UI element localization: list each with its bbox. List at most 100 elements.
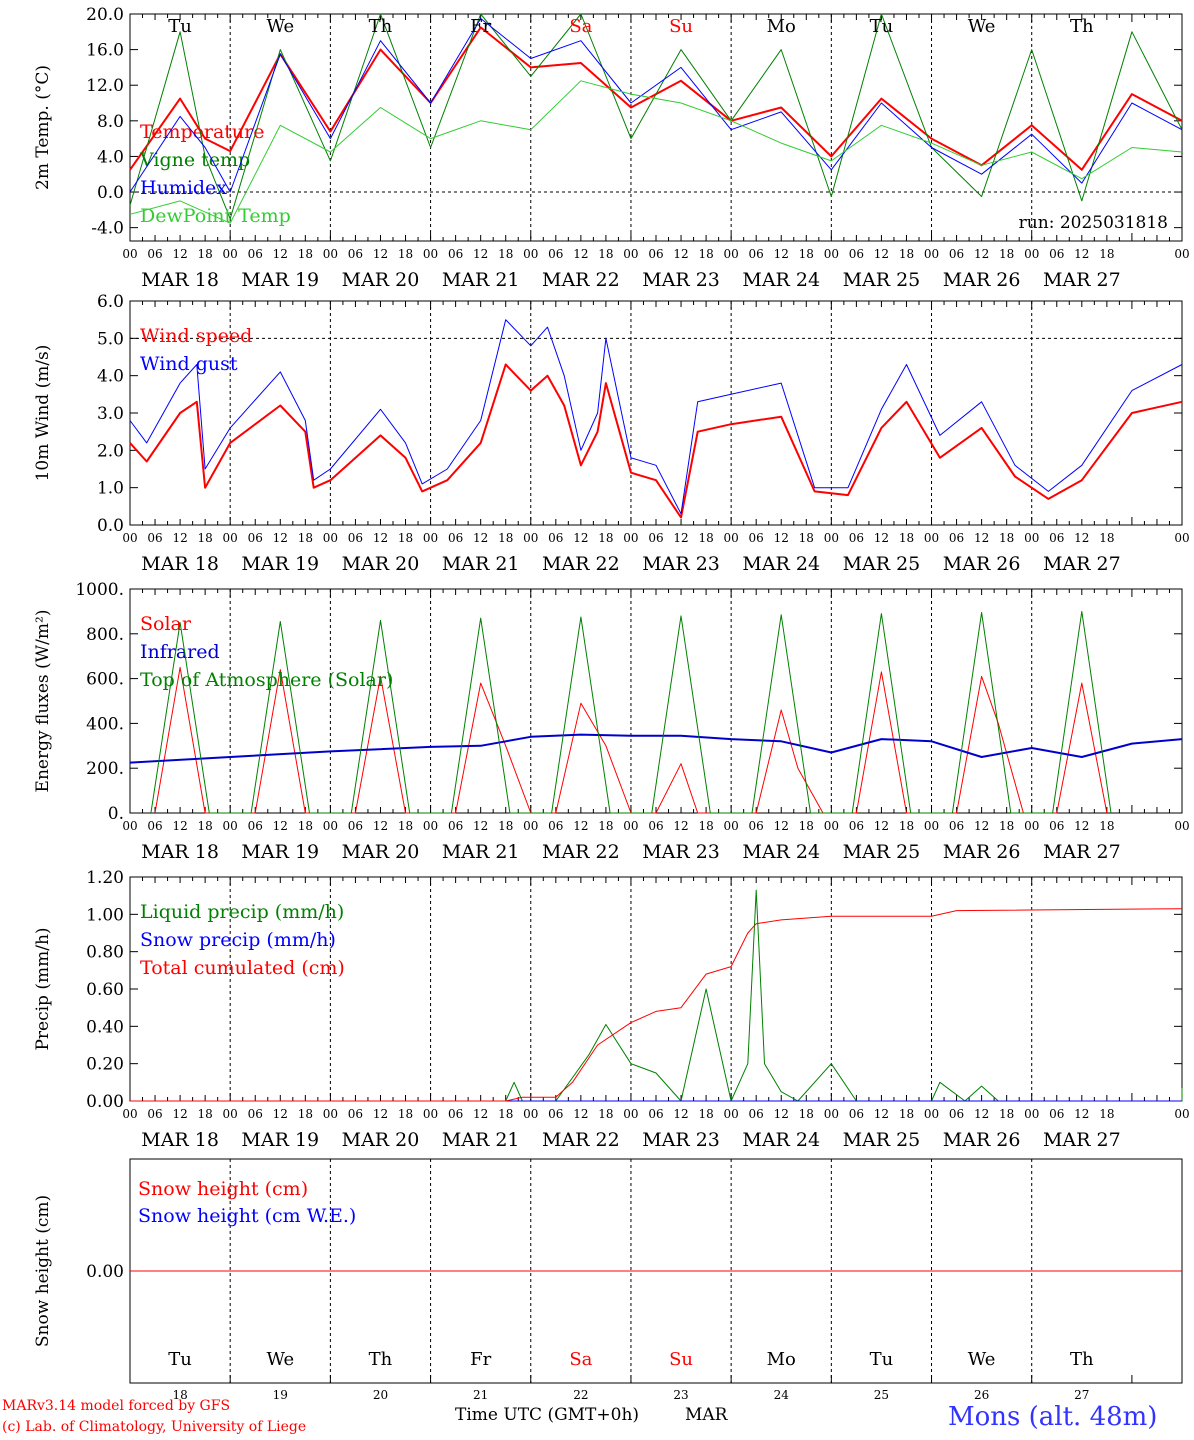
hour-label: 00 — [824, 1107, 839, 1121]
date-label: MAR 24 — [742, 841, 820, 863]
hour-label: 00 — [423, 1107, 438, 1121]
date-label: MAR 26 — [943, 269, 1021, 291]
hour-label: 00 — [824, 531, 839, 545]
hour-label: 12 — [1074, 1107, 1089, 1121]
y-tick-label: 0.80 — [86, 943, 124, 963]
date-label: MAR 21 — [442, 1129, 520, 1151]
panel-frame-3 — [129, 588, 1183, 814]
day-of-week-label: Sa — [569, 16, 592, 37]
day-of-week-label: Th — [1070, 1349, 1094, 1370]
hour-label: 12 — [172, 247, 187, 261]
y-tick-label: 0.0 — [97, 516, 124, 536]
hour-label: 18 — [899, 819, 914, 833]
hour-label: 18 — [1099, 247, 1114, 261]
day-of-week-label: Mo — [767, 1349, 796, 1370]
hour-label: 00 — [824, 819, 839, 833]
legend-entry: Vigne temp — [139, 149, 250, 171]
month-label: MAR — [685, 1405, 728, 1425]
date-label: MAR 24 — [742, 1129, 820, 1151]
hour-label: 00 — [623, 1107, 638, 1121]
date-label: MAR 26 — [943, 841, 1021, 863]
date-label: MAR 24 — [742, 553, 820, 575]
y-tick-label: 0.40 — [86, 1017, 124, 1037]
hour-label: 06 — [949, 531, 964, 545]
hour-label: 00 — [924, 531, 939, 545]
hour-label: 00 — [1174, 1107, 1189, 1121]
hour-label: 12 — [373, 819, 388, 833]
hour-label: 12 — [874, 1107, 889, 1121]
hour-label: 00 — [924, 247, 939, 261]
date-label: MAR 27 — [1043, 841, 1121, 863]
hour-label: 06 — [548, 531, 563, 545]
hour-label: 06 — [348, 247, 363, 261]
hour-label: 06 — [749, 531, 764, 545]
hour-label: 12 — [874, 247, 889, 261]
y-tick-label: 4.0 — [97, 147, 124, 167]
hour-label: 12 — [1074, 819, 1089, 833]
y-tick-label: 0.0 — [97, 183, 124, 203]
hour-label: 06 — [749, 247, 764, 261]
date-label: MAR 20 — [342, 553, 420, 575]
y-tick-label: 5.0 — [97, 329, 124, 349]
hour-label: 00 — [1024, 819, 1039, 833]
hour-label: 18 — [799, 819, 814, 833]
date-label: MAR 20 — [342, 1129, 420, 1151]
hour-label: 18 — [999, 531, 1014, 545]
hour-label: 00 — [323, 531, 338, 545]
y-tick-label: 2.0 — [97, 441, 124, 461]
hour-label: 06 — [248, 1107, 263, 1121]
legend-entry: Snow precip (mm/h) — [140, 929, 336, 951]
date-label: MAR 19 — [241, 553, 319, 575]
hour-label: 12 — [573, 819, 588, 833]
series-line-temperature — [129, 26, 1183, 171]
hour-label: 06 — [949, 1107, 964, 1121]
date-label: MAR 26 — [943, 553, 1021, 575]
date-label: MAR 26 — [943, 1129, 1021, 1151]
hour-label: 00 — [924, 1107, 939, 1121]
hour-label: 12 — [1074, 247, 1089, 261]
hour-label: 12 — [774, 819, 789, 833]
y-tick-label: 1.0 — [97, 479, 124, 499]
hour-label: 00 — [623, 819, 638, 833]
copyright-credit: (c) Lab. of Climatology, University of L… — [2, 1419, 307, 1435]
y-tick-label: 4.0 — [97, 367, 124, 387]
hour-label: 18 — [698, 819, 713, 833]
run-annotation: run: 2025031818 — [1019, 213, 1168, 233]
legend-entry: Total cumulated (cm) — [140, 957, 345, 979]
hour-label: 00 — [523, 247, 538, 261]
hour-label: 12 — [774, 531, 789, 545]
hour-label: 00 — [1024, 1107, 1039, 1121]
hour-label: 00 — [323, 819, 338, 833]
y-tick-label: 0.00 — [86, 1092, 124, 1112]
series-line-wind-gust — [129, 319, 1183, 515]
hour-label: 12 — [974, 247, 989, 261]
legend-entry: Snow height (cm W.E.) — [138, 1205, 356, 1227]
hour-label: 18 — [1099, 531, 1114, 545]
date-label: MAR 22 — [542, 841, 620, 863]
series-line-liquid-precip-mm-h- — [130, 889, 1183, 1102]
y-tick-label: 0.20 — [86, 1055, 124, 1075]
y-tick-label: 200. — [86, 759, 124, 779]
date-label: MAR 25 — [843, 1129, 921, 1151]
hour-label: 00 — [924, 819, 939, 833]
y-axis-label: Energy fluxes (W/m²) — [33, 610, 53, 793]
hour-label: 18 — [298, 247, 313, 261]
date-label: MAR 19 — [241, 1129, 319, 1151]
hour-label: 12 — [172, 531, 187, 545]
y-axis-label: Precip (mm/h) — [33, 927, 53, 1050]
hour-label: 18 — [498, 819, 513, 833]
hour-label: 18 — [999, 247, 1014, 261]
date-label: MAR 27 — [1043, 1129, 1121, 1151]
hour-label: 18 — [298, 1107, 313, 1121]
hour-label: 00 — [223, 247, 238, 261]
date-number-label: 21 — [473, 1388, 488, 1402]
hour-label: 12 — [573, 247, 588, 261]
hour-label: 00 — [724, 247, 739, 261]
hour-label: 06 — [348, 531, 363, 545]
date-number-label: 20 — [373, 1388, 388, 1402]
hour-label: 18 — [799, 1107, 814, 1121]
hour-label: 00 — [1024, 247, 1039, 261]
hour-label: 00 — [122, 247, 137, 261]
hour-label: 06 — [648, 531, 663, 545]
